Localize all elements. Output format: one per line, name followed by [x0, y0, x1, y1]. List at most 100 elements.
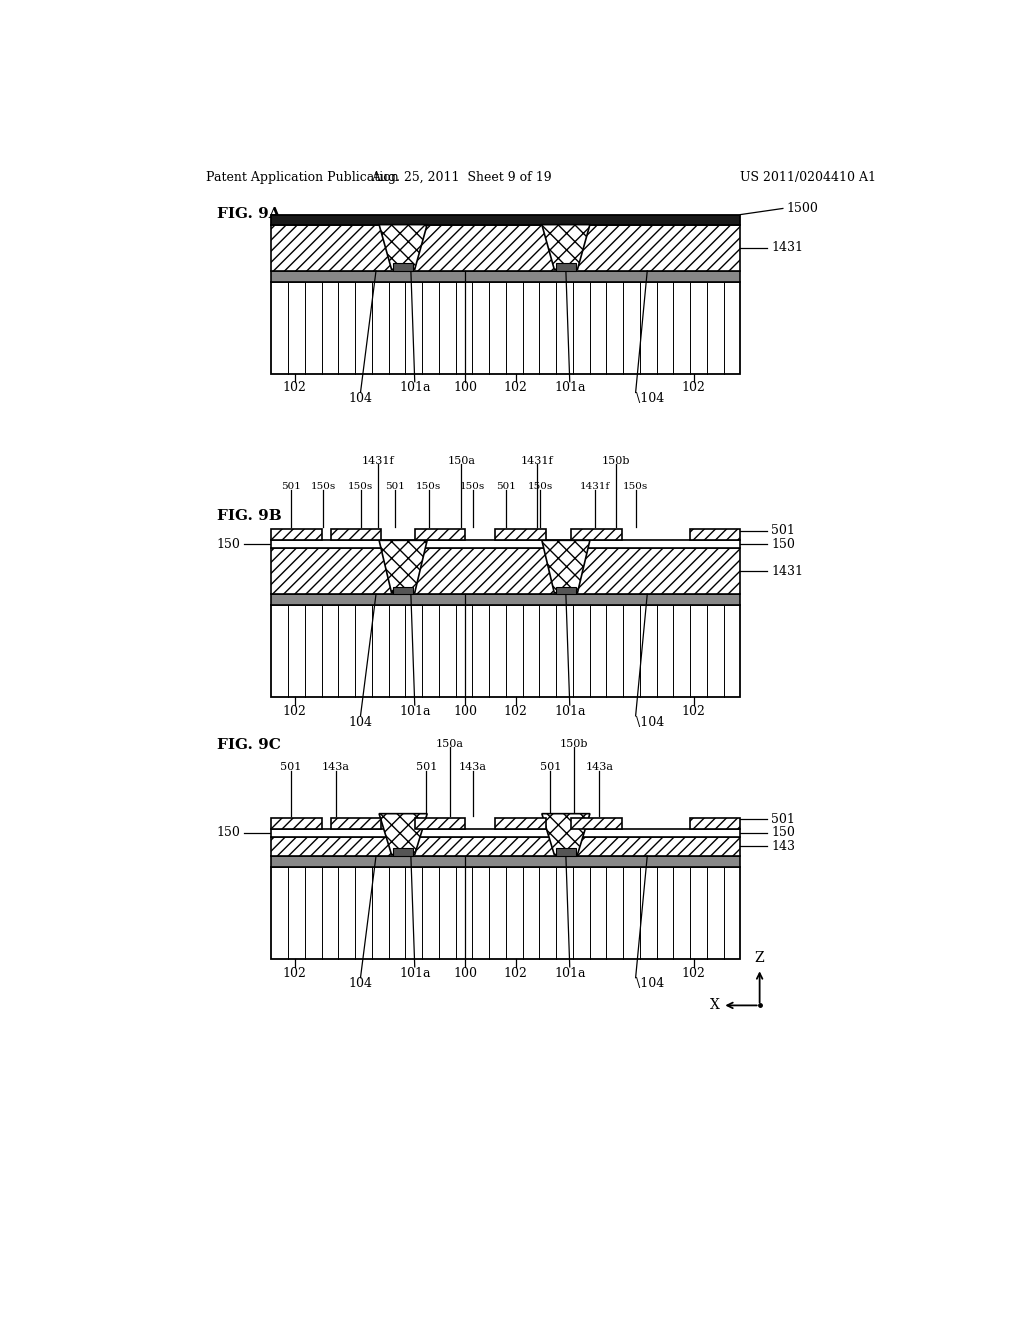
Bar	[271, 215, 740, 224]
Text: 1431f: 1431f	[521, 455, 554, 466]
Text: 501: 501	[771, 813, 795, 826]
Bar	[331, 817, 381, 829]
Polygon shape	[542, 813, 590, 854]
Text: 501: 501	[416, 763, 437, 772]
Text: 102: 102	[682, 966, 706, 979]
Text: 104: 104	[348, 392, 373, 405]
Bar	[271, 281, 740, 374]
Text: 501: 501	[281, 482, 301, 491]
Text: FIG. 9C: FIG. 9C	[217, 738, 281, 752]
Text: US 2011/0204410 A1: US 2011/0204410 A1	[740, 172, 877, 185]
Text: 501: 501	[497, 482, 516, 491]
Text: 143: 143	[771, 840, 796, 853]
Text: 501: 501	[540, 763, 561, 772]
Text: X: X	[710, 998, 719, 1012]
Bar	[271, 867, 740, 960]
Text: 1500: 1500	[786, 202, 818, 215]
Text: 150: 150	[216, 826, 241, 840]
Bar	[556, 586, 575, 594]
Bar	[496, 529, 546, 540]
Text: 150s: 150s	[348, 482, 373, 491]
Bar	[271, 857, 740, 867]
Text: 501: 501	[280, 763, 301, 772]
Text: 100: 100	[454, 381, 477, 395]
Bar	[556, 263, 575, 271]
Text: 1431: 1431	[771, 242, 803, 255]
Text: 102: 102	[504, 705, 527, 718]
Text: 100: 100	[454, 966, 477, 979]
Text: 150: 150	[771, 826, 795, 840]
Text: 150s: 150s	[416, 482, 441, 491]
Text: FIG. 9B: FIG. 9B	[217, 510, 282, 524]
Text: 101a: 101a	[554, 705, 586, 718]
Text: Aug. 25, 2011  Sheet 9 of 19: Aug. 25, 2011 Sheet 9 of 19	[371, 172, 552, 185]
Text: 101a: 101a	[399, 705, 430, 718]
Text: 150a: 150a	[435, 739, 464, 750]
Text: 101a: 101a	[554, 381, 586, 395]
Text: 102: 102	[283, 966, 306, 979]
Bar	[415, 817, 465, 829]
Bar	[690, 817, 740, 829]
Text: 1431f: 1431f	[580, 482, 609, 491]
Text: 102: 102	[682, 381, 706, 395]
Bar	[271, 271, 740, 281]
Text: 102: 102	[283, 381, 306, 395]
Text: 150: 150	[771, 537, 795, 550]
Bar	[271, 817, 322, 829]
Text: 101a: 101a	[399, 381, 430, 395]
Bar	[556, 849, 575, 857]
Bar	[271, 594, 740, 605]
Polygon shape	[379, 813, 427, 854]
Text: \104: \104	[636, 977, 664, 990]
Text: 101a: 101a	[399, 966, 430, 979]
Text: \104: \104	[636, 392, 664, 405]
Polygon shape	[542, 224, 590, 269]
Text: 143a: 143a	[322, 763, 350, 772]
Polygon shape	[379, 540, 427, 593]
Polygon shape	[542, 540, 590, 593]
Bar	[496, 817, 546, 829]
Text: 100: 100	[454, 705, 477, 718]
Text: 102: 102	[682, 705, 706, 718]
Text: Z: Z	[755, 952, 765, 965]
Text: 150a: 150a	[447, 455, 475, 466]
Text: 501: 501	[385, 482, 406, 491]
Polygon shape	[379, 224, 427, 269]
Bar	[271, 529, 322, 540]
Bar	[571, 817, 622, 829]
Text: 1431f: 1431f	[361, 455, 394, 466]
Bar	[271, 837, 740, 857]
Bar	[571, 529, 622, 540]
Text: 102: 102	[504, 966, 527, 979]
Bar	[415, 529, 465, 540]
Text: 150s: 150s	[623, 482, 648, 491]
Text: 150s: 150s	[460, 482, 485, 491]
Text: 150s: 150s	[310, 482, 336, 491]
Text: 143a: 143a	[585, 763, 613, 772]
Bar	[271, 605, 740, 697]
Text: 104: 104	[348, 715, 373, 729]
Bar	[271, 548, 740, 594]
Text: 102: 102	[504, 381, 527, 395]
Text: 101a: 101a	[554, 966, 586, 979]
Bar	[271, 829, 740, 837]
Bar	[271, 540, 740, 548]
Text: Patent Application Publication: Patent Application Publication	[206, 172, 398, 185]
Bar	[393, 849, 414, 857]
Text: FIG. 9A: FIG. 9A	[217, 207, 281, 220]
Text: 150: 150	[216, 537, 241, 550]
Bar	[393, 263, 414, 271]
Text: 104: 104	[348, 977, 373, 990]
Text: 143a: 143a	[459, 763, 486, 772]
Bar	[690, 529, 740, 540]
Text: \104: \104	[636, 715, 664, 729]
Text: 1431: 1431	[771, 565, 803, 578]
Text: 102: 102	[283, 705, 306, 718]
Text: 150b: 150b	[559, 739, 588, 750]
Bar	[271, 224, 740, 271]
Bar	[331, 529, 381, 540]
Text: 150b: 150b	[602, 455, 631, 466]
Text: 501: 501	[771, 524, 795, 537]
Text: 150s: 150s	[527, 482, 553, 491]
Bar	[393, 586, 414, 594]
